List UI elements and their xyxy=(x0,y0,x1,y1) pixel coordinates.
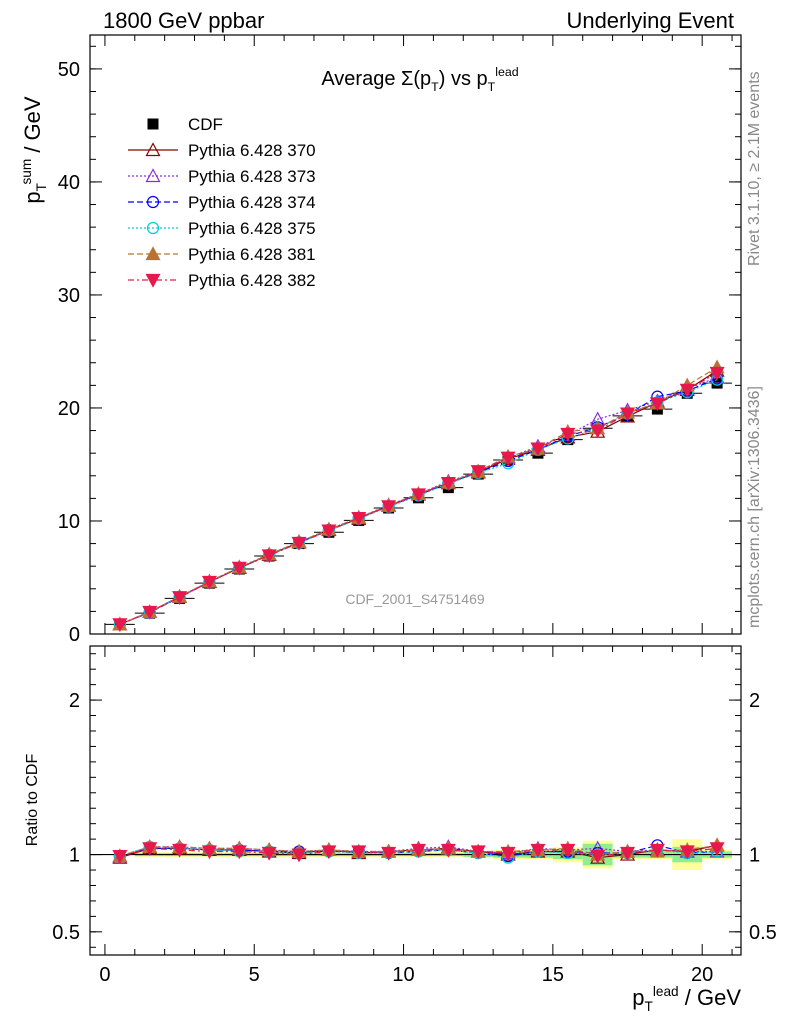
y-tick-label: 0.5 xyxy=(52,922,80,944)
data-point xyxy=(172,843,188,858)
header-right: Underlying Event xyxy=(566,8,734,33)
data-point xyxy=(679,845,695,860)
data-point xyxy=(142,842,158,857)
data-point xyxy=(321,845,337,860)
legend-label: CDF xyxy=(188,115,223,134)
y-tick-label: 20 xyxy=(58,398,80,420)
data-point xyxy=(410,488,426,503)
data-point xyxy=(470,465,486,480)
data-point xyxy=(620,407,636,422)
x-tick-label: 0 xyxy=(99,964,110,986)
y-tick-label: 40 xyxy=(58,172,80,194)
data-point xyxy=(201,845,217,860)
y-tick-label: 30 xyxy=(58,285,80,307)
series-line xyxy=(119,376,718,625)
legend-label: Pythia 6.428 381 xyxy=(188,245,316,264)
data-point xyxy=(709,366,725,381)
data-point xyxy=(560,427,576,442)
data-point xyxy=(142,605,158,620)
data-point xyxy=(261,549,277,564)
plot-title: Average Σ(pT) vs pTlead xyxy=(321,65,518,94)
data-point xyxy=(709,369,725,384)
x-axis-title: pTlead / GeV xyxy=(632,984,741,1014)
data-point xyxy=(321,524,337,539)
legend-label: Pythia 6.428 382 xyxy=(188,271,316,290)
data-point xyxy=(530,843,546,858)
main-panel-series xyxy=(104,359,733,633)
y-tick-label: 2 xyxy=(69,690,80,712)
legend: CDF Pythia 6.428 370 Pythia 6.428 373 Pythi… xyxy=(128,115,316,290)
legend-marker xyxy=(145,142,161,157)
data-point xyxy=(112,850,128,864)
data-point xyxy=(440,477,456,491)
data-point xyxy=(709,842,725,857)
data-point xyxy=(231,561,247,576)
series-line xyxy=(119,847,718,857)
data-point xyxy=(560,843,576,858)
legend-marker xyxy=(146,195,160,209)
legend-label: Pythia 6.428 374 xyxy=(188,193,316,212)
main-panel-frame: 0 10 20 30 40 50 xyxy=(58,34,742,646)
data-point xyxy=(649,397,665,412)
data-point xyxy=(500,846,516,861)
y-tick-label-right: 2 xyxy=(749,690,760,712)
y-axis-title-main: pTsum / GeV xyxy=(19,96,49,203)
y-tick-label-right: 1 xyxy=(749,845,760,867)
data-point xyxy=(679,383,695,398)
data-point xyxy=(231,845,247,860)
legend-marker xyxy=(146,221,160,235)
legend-marker xyxy=(145,168,161,183)
data-point xyxy=(470,845,486,860)
x-tick-label: 5 xyxy=(249,964,260,986)
legend-label: Pythia 6.428 375 xyxy=(188,219,316,238)
legend-marker xyxy=(145,273,161,288)
data-point xyxy=(112,618,128,633)
data-point xyxy=(291,848,307,863)
legend-marker xyxy=(145,246,161,261)
data-point xyxy=(620,846,636,861)
data-point xyxy=(410,843,426,858)
legend-marker xyxy=(147,118,159,130)
data-point xyxy=(381,500,397,515)
legend-label: Pythia 6.428 370 xyxy=(188,141,316,160)
x-tick-label: 20 xyxy=(691,964,713,986)
x-tick-label: 15 xyxy=(542,964,564,986)
data-point xyxy=(291,536,307,551)
data-point xyxy=(500,451,516,466)
y-tick-label: 10 xyxy=(58,511,80,533)
ratio-panel-frame: 0.5 0.5 1 1 2 2 xyxy=(52,645,777,956)
data-point xyxy=(351,512,367,526)
ratio-panel-series xyxy=(112,837,725,864)
header-left: 1800 GeV ppbar xyxy=(103,8,265,33)
y-tick-label: 1 xyxy=(69,845,80,867)
data-point xyxy=(381,846,397,861)
data-point xyxy=(530,442,546,457)
y-axis-title-ratio: Ratio to CDF xyxy=(24,754,41,847)
x-tick-label: 10 xyxy=(392,964,414,986)
axes-frame xyxy=(89,34,742,635)
data-point xyxy=(201,575,217,590)
axes-frame xyxy=(89,645,742,956)
data-point xyxy=(590,850,606,864)
y-tick-label: 50 xyxy=(58,59,80,81)
side-label-mcplots: mcplots.cern.ch [arXiv:1306.3436] xyxy=(746,386,763,628)
data-point xyxy=(172,591,188,606)
data-point xyxy=(649,843,665,858)
y-tick-label: 0 xyxy=(69,624,80,646)
y-tick-label-right: 0.5 xyxy=(749,922,777,944)
legend-label: Pythia 6.428 373 xyxy=(188,167,316,186)
data-point xyxy=(261,846,277,861)
side-label-rivet: Rivet 3.1.10, ≥ 2.1M events xyxy=(746,71,763,266)
data-point xyxy=(351,845,367,860)
analysis-watermark: CDF_2001_S4751469 xyxy=(345,591,485,607)
data-point xyxy=(440,843,456,858)
data-point xyxy=(590,424,606,439)
